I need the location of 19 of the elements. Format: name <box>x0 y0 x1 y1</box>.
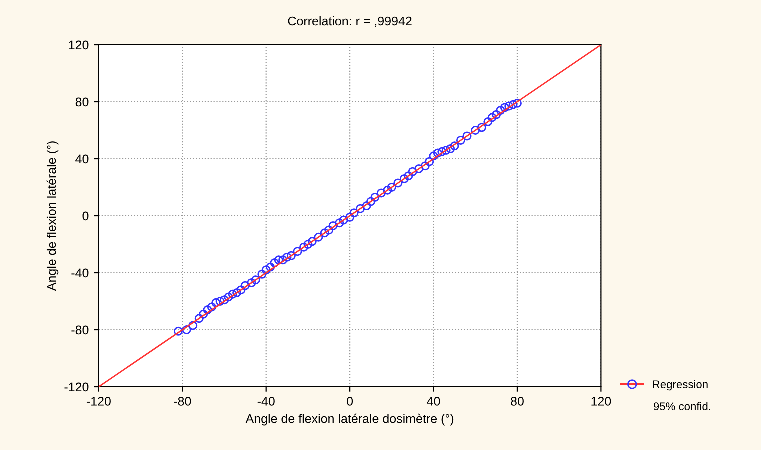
x-tick-label: 80 <box>511 397 524 406</box>
y-tick-label: 0 <box>82 212 89 221</box>
x-tick-label: -40 <box>258 397 275 406</box>
text: 95% confid. <box>654 402 710 411</box>
x-axis-title: Angle de flexion latérale dosimètre (°) <box>246 414 454 426</box>
x-tick-label: 0 <box>347 397 354 406</box>
x-tick-label: -120 <box>86 397 111 406</box>
x-tick-label: 120 <box>592 397 612 406</box>
y-axis-title: Angle de flexion latérale (°) <box>46 142 59 292</box>
y-tick-label: 40 <box>76 154 89 164</box>
y-tick-label: 80 <box>76 98 89 107</box>
x-tick-label: 40 <box>427 397 440 406</box>
x-tick-label: -80 <box>174 397 192 406</box>
y-tick-label: -40 <box>72 268 89 278</box>
y-tick-label: -120 <box>64 382 89 392</box>
chart-title: Correlation: r = ,99942 <box>288 16 412 28</box>
legend-label: Regression <box>653 380 708 391</box>
y-tick-label: 120 <box>69 40 89 50</box>
y-tick-label: -80 <box>72 326 89 335</box>
